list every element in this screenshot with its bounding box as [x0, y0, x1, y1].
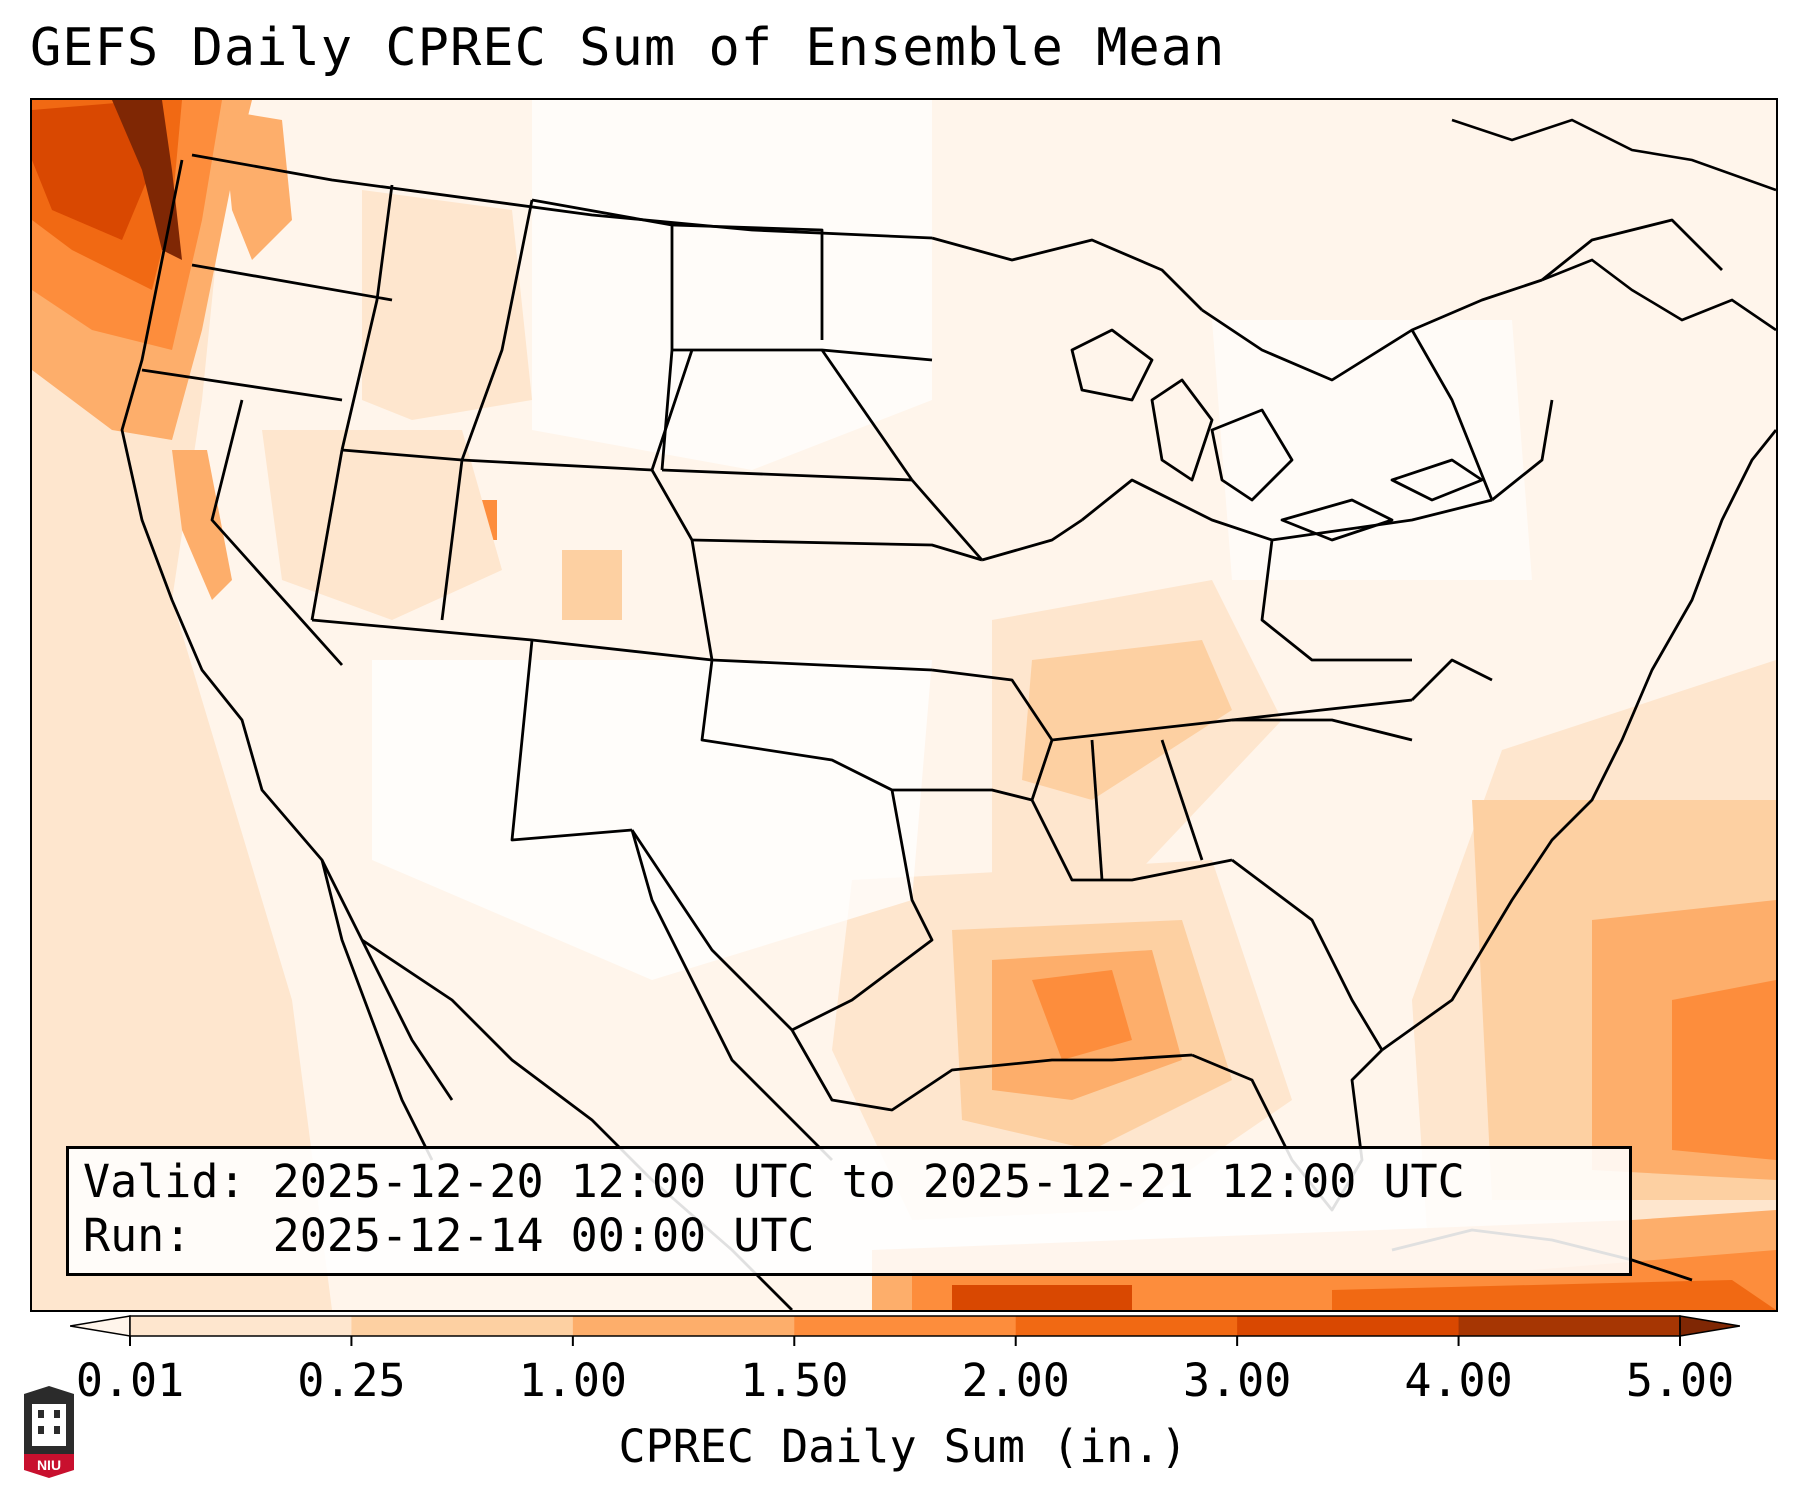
valid-value: 2025-12-20 12:00 UTC to 2025-12-21 12:00…	[272, 1155, 1465, 1208]
map-canvas	[32, 100, 1776, 1310]
colorbar-tick-label: 1.50	[740, 1354, 849, 1407]
colorbar-segment	[130, 1316, 352, 1336]
run-value: 2025-12-14 00:00 UTC	[272, 1209, 815, 1262]
colorbar-segment	[572, 1316, 795, 1336]
valid-run-infobox: Valid: 2025-12-20 12:00 UTC to 2025-12-2…	[66, 1146, 1632, 1276]
colorbar-extend-high	[1679, 1315, 1740, 1337]
outer-coastline	[1451, 118, 1776, 332]
run-label: Run:	[83, 1209, 192, 1262]
colorbar-segment	[794, 1316, 1017, 1336]
colorbar-tick-label: 4.00	[1404, 1354, 1513, 1407]
colorbar-segments	[70, 1315, 1740, 1337]
niu-logo: NIU	[24, 1386, 74, 1478]
colorbar-tick-label: 0.01	[75, 1354, 185, 1407]
colorbar-tick-label: 3.00	[1182, 1354, 1292, 1407]
colorbar-segment	[1458, 1316, 1681, 1336]
colorbar	[70, 1315, 1740, 1346]
colorbar-outline	[129, 1315, 1681, 1337]
valid-label: Valid:	[83, 1155, 246, 1208]
precip-field	[32, 100, 1776, 1310]
svg-text:NIU: NIU	[37, 1457, 61, 1473]
precipitation-map	[30, 98, 1778, 1312]
colorbar-segment	[351, 1316, 574, 1336]
colorbar-tick-label: 2.00	[961, 1354, 1070, 1407]
colorbar-title: CPREC Daily Sum (in.)	[618, 1420, 1188, 1473]
colorbar-tick-label: 0.25	[297, 1354, 406, 1407]
colorbar-segment	[1237, 1316, 1460, 1336]
colorbar-tick-label: 1.00	[518, 1354, 628, 1407]
state-borders	[120, 153, 1776, 1310]
colorbar-segment	[1015, 1316, 1238, 1336]
colorbar-ticks	[129, 1336, 1681, 1346]
colorbar-extend-low	[70, 1315, 131, 1337]
colorbar-tick-label: 5.00	[1625, 1354, 1735, 1407]
map-title: GEFS Daily CPREC Sum of Ensemble Mean	[30, 18, 1226, 78]
